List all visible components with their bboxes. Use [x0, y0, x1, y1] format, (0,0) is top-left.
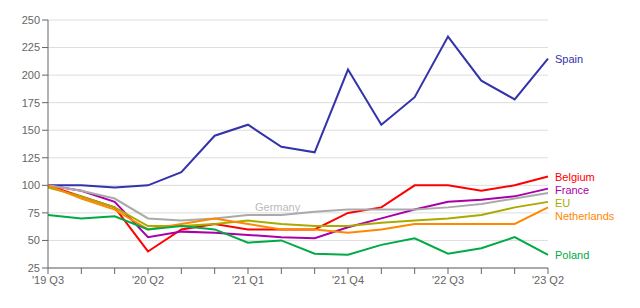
- svg-text:100: 100: [22, 179, 40, 191]
- svg-text:Poland: Poland: [555, 249, 589, 261]
- svg-text:Germany: Germany: [255, 201, 301, 213]
- svg-text:'20 Q2: '20 Q2: [132, 274, 164, 286]
- svg-text:'22 Q3: '22 Q3: [432, 274, 464, 286]
- svg-text:250: 250: [22, 14, 40, 26]
- svg-text:175: 175: [22, 97, 40, 109]
- svg-text:25: 25: [28, 262, 40, 274]
- svg-text:200: 200: [22, 69, 40, 81]
- svg-text:'21 Q4: '21 Q4: [332, 274, 364, 286]
- svg-text:'21 Q1: '21 Q1: [232, 274, 264, 286]
- svg-text:EU: EU: [555, 197, 570, 209]
- svg-text:'19 Q3: '19 Q3: [32, 274, 64, 286]
- svg-text:'23 Q2: '23 Q2: [532, 274, 564, 286]
- svg-text:Spain: Spain: [555, 53, 583, 65]
- svg-text:125: 125: [22, 152, 40, 164]
- svg-text:Belgium: Belgium: [555, 171, 595, 183]
- svg-text:150: 150: [22, 124, 40, 136]
- svg-text:50: 50: [28, 234, 40, 246]
- svg-text:Netherlands: Netherlands: [555, 210, 615, 222]
- svg-text:France: France: [555, 184, 589, 196]
- svg-text:75: 75: [28, 207, 40, 219]
- svg-text:225: 225: [22, 41, 40, 53]
